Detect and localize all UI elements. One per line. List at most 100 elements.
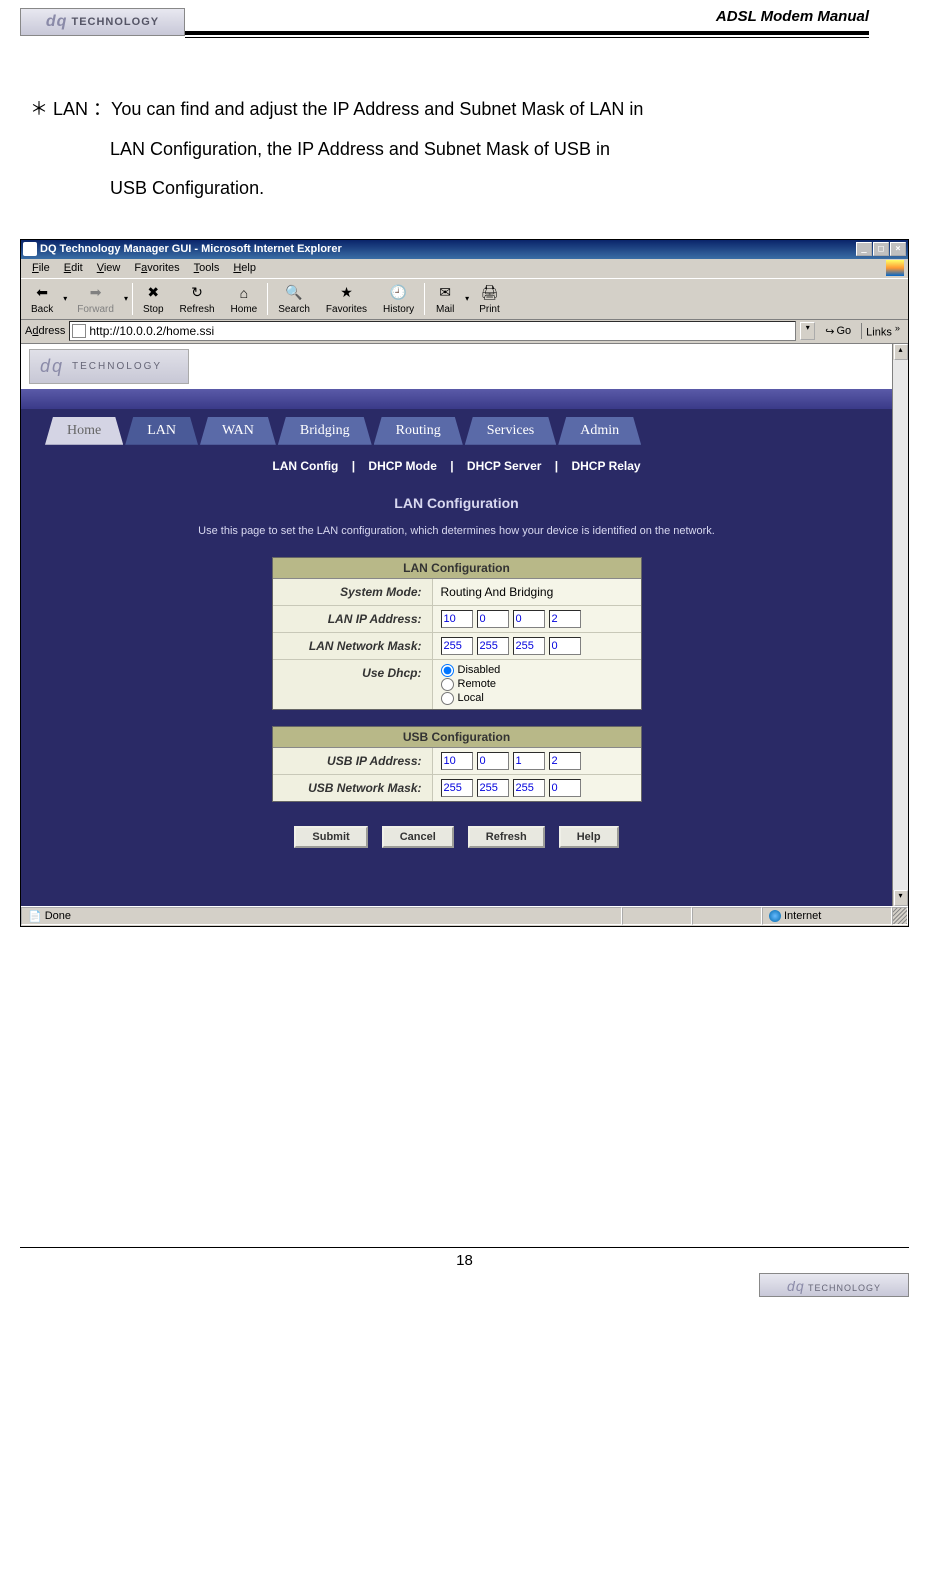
dhcp-remote-radio[interactable]: [441, 678, 454, 691]
line1: You can find and adjust the IP Address a…: [111, 99, 643, 119]
system-mode-value: Routing And Bridging: [433, 579, 641, 605]
subnav-dhcp-server[interactable]: DHCP Server: [463, 459, 545, 473]
subnav-dhcp-mode[interactable]: DHCP Mode: [364, 459, 440, 473]
close-button[interactable]: ×: [890, 242, 906, 256]
ie-brand-icon: [886, 260, 904, 276]
stop-button[interactable]: ✖Stop: [135, 281, 172, 317]
titlebar: DQ Technology Manager GUI - Microsoft In…: [21, 240, 908, 259]
mail-button[interactable]: ✉Mail: [427, 281, 463, 317]
usb-mask-1[interactable]: [441, 779, 473, 797]
refresh-button[interactable]: ↻Refresh: [172, 281, 223, 317]
forward-icon: ➡: [86, 283, 106, 303]
usb-ip-2[interactable]: [477, 752, 509, 770]
lan-mask-3[interactable]: [513, 637, 545, 655]
scroll-up-button[interactable]: ▴: [894, 344, 908, 360]
address-input-wrap: [69, 321, 796, 341]
search-button[interactable]: 🔍Search: [270, 281, 318, 317]
page-description: Use this page to set the LAN configurati…: [21, 525, 892, 557]
dhcp-remote-option[interactable]: Remote: [441, 678, 501, 691]
minimize-button[interactable]: _: [856, 242, 872, 256]
dhcp-disabled-radio[interactable]: [441, 664, 454, 677]
favorites-button[interactable]: ★Favorites: [318, 281, 375, 317]
usb-mask-2[interactable]: [477, 779, 509, 797]
lan-ip-1[interactable]: [441, 610, 473, 628]
home-button[interactable]: ⌂Home: [223, 281, 266, 317]
bullet: ＊: [30, 99, 48, 119]
ie-window: DQ Technology Manager GUI - Microsoft In…: [20, 239, 909, 927]
lan-mask-1[interactable]: [441, 637, 473, 655]
print-button[interactable]: 🖨Print: [471, 281, 508, 317]
cancel-button[interactable]: Cancel: [382, 826, 454, 848]
scroll-down-button[interactable]: ▾: [894, 890, 908, 906]
tab-wan[interactable]: WAN: [200, 417, 276, 445]
menu-edit[interactable]: Edit: [57, 261, 90, 275]
dhcp-local-option[interactable]: Local: [441, 692, 501, 705]
banner: dqTECHNOLOGY: [21, 344, 892, 389]
mail-icon: ✉: [435, 283, 455, 303]
tab-services[interactable]: Services: [465, 417, 556, 445]
manual-page-header: dq TECHNOLOGY ADSL Modem Manual: [0, 0, 929, 40]
subnav: LAN Config | DHCP Mode | DHCP Server | D…: [21, 445, 892, 487]
links-button[interactable]: Links »: [861, 323, 904, 339]
banner-stripe: [21, 389, 892, 409]
toolbar: ⬅Back ▾ ➡Forward ▾ ✖Stop ↻Refresh ⌂Home …: [21, 278, 908, 320]
window-title: DQ Technology Manager GUI - Microsoft In…: [40, 243, 856, 255]
back-dropdown[interactable]: ▾: [61, 294, 69, 303]
separator: [132, 283, 133, 315]
home-icon: ⌂: [234, 283, 254, 303]
menu-tools[interactable]: Tools: [187, 261, 227, 275]
history-button[interactable]: 🕘History: [375, 281, 422, 317]
menu-view[interactable]: View: [90, 261, 128, 275]
usb-ip-4[interactable]: [549, 752, 581, 770]
usb-config-title: USB Configuration: [273, 727, 641, 748]
subnav-lan-config[interactable]: LAN Config: [268, 459, 342, 473]
manual-title: ADSL Modem Manual: [185, 8, 869, 25]
button-row: Submit Cancel Refresh Help: [21, 818, 892, 866]
lan-mask-4[interactable]: [549, 637, 581, 655]
lan-ip-2[interactable]: [477, 610, 509, 628]
menu-help[interactable]: Help: [226, 261, 263, 275]
lan-mask-label: LAN Network Mask:: [273, 633, 433, 659]
manual-footer: 18 dq TECHNOLOGY: [0, 1247, 929, 1307]
scroll-track[interactable]: [893, 360, 908, 890]
tab-routing[interactable]: Routing: [374, 417, 463, 445]
usb-ip-1[interactable]: [441, 752, 473, 770]
address-input[interactable]: [89, 324, 793, 338]
mail-dropdown[interactable]: ▾: [463, 294, 471, 303]
tab-bridging[interactable]: Bridging: [278, 417, 372, 445]
menu-favorites[interactable]: Favorites: [127, 261, 186, 275]
resize-grip[interactable]: [892, 907, 908, 925]
page-icon: [72, 324, 86, 338]
header-logo: dq TECHNOLOGY: [20, 8, 185, 36]
dhcp-local-radio[interactable]: [441, 692, 454, 705]
tab-home[interactable]: Home: [45, 417, 123, 445]
tab-lan[interactable]: LAN: [125, 417, 198, 445]
subnav-dhcp-relay[interactable]: DHCP Relay: [567, 459, 644, 473]
tab-admin[interactable]: Admin: [558, 417, 641, 445]
lan-mask-2[interactable]: [477, 637, 509, 655]
go-button[interactable]: ↪Go: [819, 325, 857, 338]
maximize-button[interactable]: □: [873, 242, 889, 256]
usb-mask-3[interactable]: [513, 779, 545, 797]
address-dropdown[interactable]: ▾: [800, 322, 815, 340]
vertical-scrollbar[interactable]: ▴ ▾: [892, 344, 908, 906]
lan-ip-3[interactable]: [513, 610, 545, 628]
separator: [424, 283, 425, 315]
page-heading: LAN Configuration: [21, 487, 892, 525]
status-text: 📄Done: [21, 907, 622, 925]
usb-ip-3[interactable]: [513, 752, 545, 770]
page-icon: 📄: [28, 910, 42, 923]
help-button[interactable]: Help: [559, 826, 619, 848]
menu-file[interactable]: File: [25, 261, 57, 275]
dhcp-disabled-option[interactable]: Disabled: [441, 664, 501, 677]
lan-ip-4[interactable]: [549, 610, 581, 628]
back-button[interactable]: ⬅Back: [23, 281, 61, 317]
usb-mask-4[interactable]: [549, 779, 581, 797]
forward-button[interactable]: ➡Forward: [69, 281, 122, 317]
page-number: 18: [20, 1248, 909, 1273]
forward-dropdown[interactable]: ▾: [122, 294, 130, 303]
status-pane: [622, 907, 692, 925]
globe-icon: [769, 910, 781, 922]
refresh-button[interactable]: Refresh: [468, 826, 545, 848]
submit-button[interactable]: Submit: [294, 826, 367, 848]
